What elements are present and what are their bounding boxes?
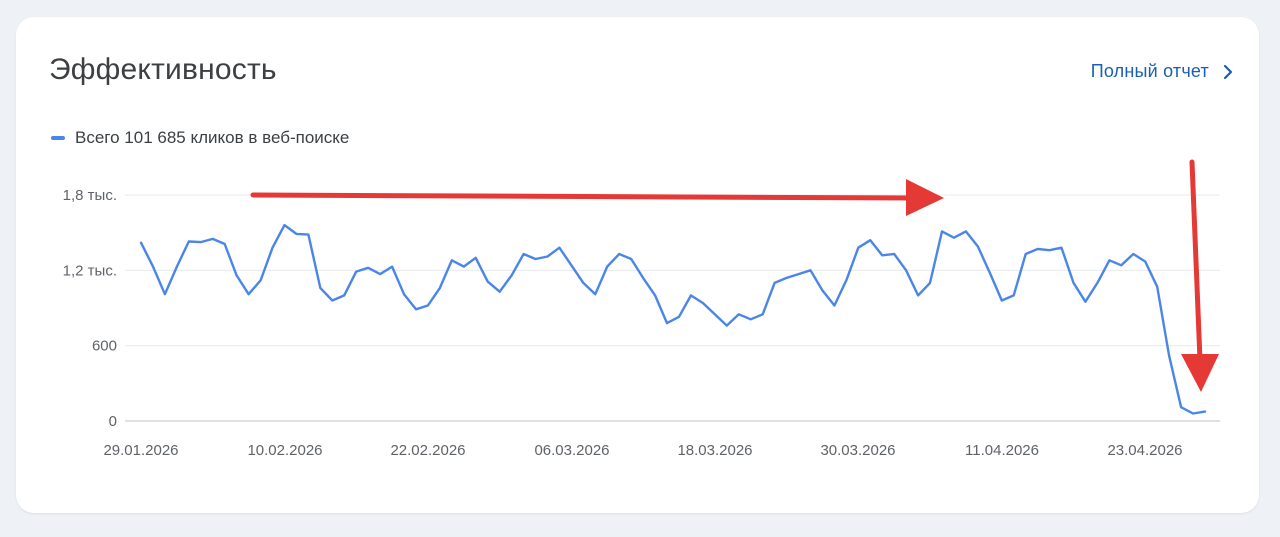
x-tick-label: 10.02.2026: [247, 442, 322, 459]
y-tick-label: 600: [92, 338, 117, 355]
clicks-series-line[interactable]: [139, 223, 1207, 415]
x-tick-label: 29.01.2026: [103, 442, 178, 459]
x-tick-label: 23.04.2026: [1107, 442, 1182, 459]
vertical-arrow-line: [1189, 159, 1203, 363]
y-tick-label: 0: [109, 413, 117, 430]
y-tick-label: 1,2 тыс.: [63, 262, 117, 279]
card-title: Эффективность: [49, 53, 277, 86]
horizontal-arrow-line: [250, 192, 915, 201]
x-tick-label: 30.03.2026: [820, 442, 895, 459]
legend-swatch: [51, 136, 65, 140]
x-tick-label: 22.02.2026: [390, 442, 465, 459]
chart-legend[interactable]: Всего 101 685 кликов в веб-поиске: [51, 128, 349, 148]
x-tick-label: 06.03.2026: [534, 442, 609, 459]
performance-card: Эффективность Полный отчет Всего 101 685…: [16, 17, 1259, 513]
y-tick-label: 1,8 тыс.: [63, 187, 117, 204]
x-tick-label: 11.04.2026: [965, 442, 1039, 459]
x-tick-label: 18.03.2026: [677, 442, 752, 459]
chevron-right-icon: [1223, 64, 1233, 79]
full-report-label: Полный отчет: [1090, 61, 1209, 81]
legend-label: Всего 101 685 кликов в веб-поиске: [75, 128, 350, 147]
horizontal-arrow-head: [906, 179, 944, 216]
vertical-arrow-head: [1181, 354, 1219, 392]
full-report-link[interactable]: Полный отчет: [1091, 61, 1233, 82]
